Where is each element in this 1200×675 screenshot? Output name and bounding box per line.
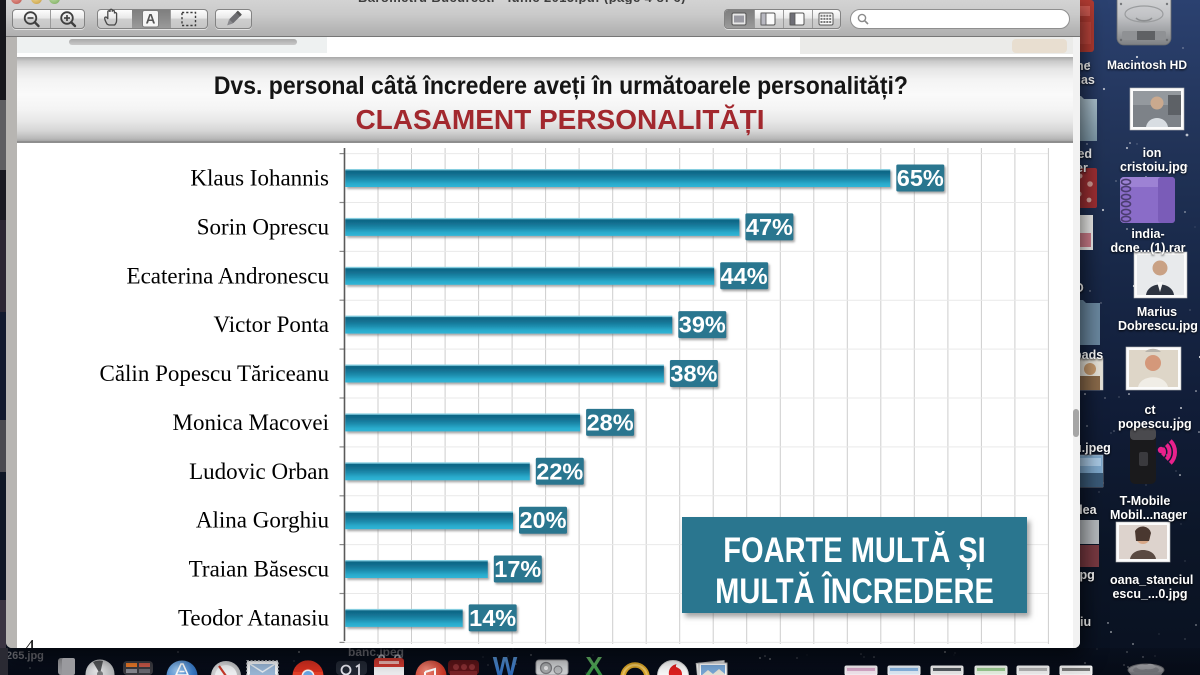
svg-text:65%: 65% bbox=[897, 165, 944, 191]
svg-text:Ludovic Orban: Ludovic Orban bbox=[189, 459, 329, 484]
svg-text:Traian Băsescu: Traian Băsescu bbox=[189, 557, 330, 582]
svg-text:Călin Popescu Tăriceanu: Călin Popescu Tăriceanu bbox=[99, 361, 329, 386]
svg-text:44%: 44% bbox=[721, 263, 768, 289]
svg-text:39%: 39% bbox=[679, 312, 726, 338]
svg-text:Victor Ponta: Victor Ponta bbox=[213, 312, 329, 337]
svg-text:W: W bbox=[493, 651, 518, 675]
svg-text:Klaus Iohannis: Klaus Iohannis bbox=[190, 166, 329, 191]
svg-text:Teodor Atanasiu: Teodor Atanasiu bbox=[178, 605, 330, 630]
svg-text:17%: 17% bbox=[494, 556, 541, 582]
svg-text:Sorin Oprescu: Sorin Oprescu bbox=[197, 214, 330, 239]
svg-text:28%: 28% bbox=[587, 409, 634, 435]
svg-text:Ecaterina Andronescu: Ecaterina Andronescu bbox=[127, 263, 330, 288]
svg-text:A: A bbox=[146, 12, 156, 27]
svg-text:47%: 47% bbox=[746, 214, 793, 240]
svg-text:22%: 22% bbox=[536, 458, 583, 484]
svg-text:38%: 38% bbox=[670, 361, 717, 387]
svg-text:Monica Macovei: Monica Macovei bbox=[173, 410, 329, 435]
svg-text:14%: 14% bbox=[469, 605, 516, 631]
svg-text:Alina Gorghiu: Alina Gorghiu bbox=[196, 508, 330, 533]
svg-text:20%: 20% bbox=[519, 507, 566, 533]
svg-text:X: X bbox=[585, 651, 603, 675]
